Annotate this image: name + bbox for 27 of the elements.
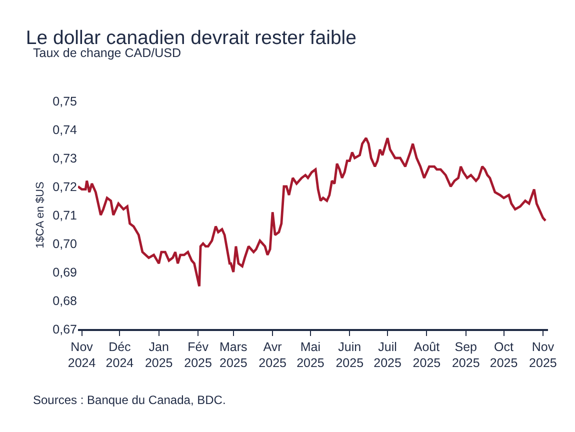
chart-title: Le dollar canadien devrait rester faible — [26, 26, 356, 49]
x-tick-label: Mars 2025 — [219, 340, 248, 370]
y-tick-label: 0,71 — [52, 208, 78, 222]
line-series — [78, 136, 547, 288]
x-tick-label: Nov 2025 — [529, 340, 557, 370]
y-tick-label: 0,74 — [52, 122, 78, 137]
y-tick-label: 0,69 — [52, 265, 78, 280]
x-tick-label: Oct 2025 — [490, 340, 518, 370]
y-tick-label: 0,67 — [52, 322, 78, 336]
x-tick-label: Sep 2025 — [452, 340, 480, 370]
x-tick-label: Fév 2025 — [184, 340, 212, 370]
x-tick-label: Juin 2025 — [336, 340, 364, 370]
x-tick-label: Déc 2024 — [106, 340, 134, 370]
y-axis-title: 1$CA en $US — [34, 182, 46, 248]
chart-subtitle: Taux de change CAD/USD — [33, 46, 181, 60]
x-tick-label: Jan 2025 — [144, 340, 173, 370]
y-tick-label: 0,73 — [52, 151, 78, 166]
x-tick-label: Mai 2025 — [296, 340, 324, 370]
y-tick-label: 0,70 — [52, 236, 78, 251]
source-note: Sources : Banque du Canada, BDC. — [33, 393, 226, 407]
x-tick-label: Août 2025 — [412, 340, 441, 370]
y-tick-label: 0,68 — [52, 294, 78, 308]
x-tick-label: Nov 2024 — [68, 340, 96, 370]
y-tick-label: 0,75 — [52, 94, 78, 108]
x-tick-label: Juil 2025 — [374, 340, 402, 370]
x-tick-label: Avr 2025 — [258, 340, 287, 370]
y-tick-label: 0,72 — [52, 180, 78, 194]
